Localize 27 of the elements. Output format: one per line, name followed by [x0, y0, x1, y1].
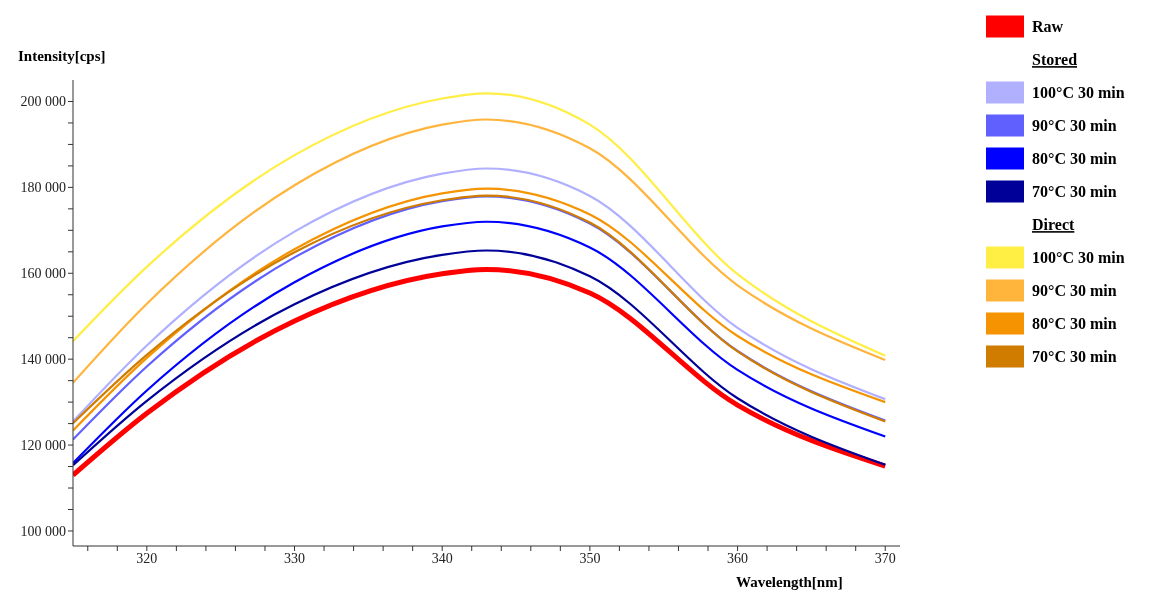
- legend-label: 80°C 30 min: [1032, 150, 1117, 168]
- legend-label: 100°C 30 min: [1032, 84, 1125, 102]
- text: Stored: [1032, 51, 1078, 69]
- x-tick-label: 330: [284, 550, 306, 566]
- legend-label: 70°C 30 min: [1032, 348, 1117, 366]
- legend-label: 90°C 30 min: [1032, 117, 1117, 135]
- y-tick-label: 140 000: [20, 352, 66, 368]
- y-tick-label: 180 000: [20, 180, 66, 196]
- y-tick-label: 120 000: [20, 438, 66, 454]
- legend-label: 100°C 30 min: [1032, 249, 1125, 267]
- x-tick-label: 350: [579, 550, 601, 566]
- line-series: [73, 92, 887, 357]
- y-tick-label: 200 000: [20, 94, 66, 110]
- legend-label: 80°C 30 min: [1032, 315, 1117, 333]
- x-axis-title: Wavelength[nm]: [736, 574, 843, 591]
- text: Direct: [1032, 216, 1076, 234]
- legend-label: 90°C 30 min: [1032, 282, 1117, 300]
- y-tick-label: 100 000: [20, 523, 66, 539]
- line-series: [73, 118, 887, 384]
- y-axis-title: Intensity[cps]: [18, 48, 106, 65]
- y-tick-label: 160 000: [20, 266, 66, 282]
- legend-label: 70°C 30 min: [1032, 183, 1117, 201]
- legend-label: Raw: [1032, 18, 1064, 36]
- x-tick-label: 370: [874, 550, 896, 566]
- x-tick-label: 320: [136, 550, 158, 566]
- x-tick-label: 360: [727, 550, 749, 566]
- x-tick-label: 340: [431, 550, 453, 566]
